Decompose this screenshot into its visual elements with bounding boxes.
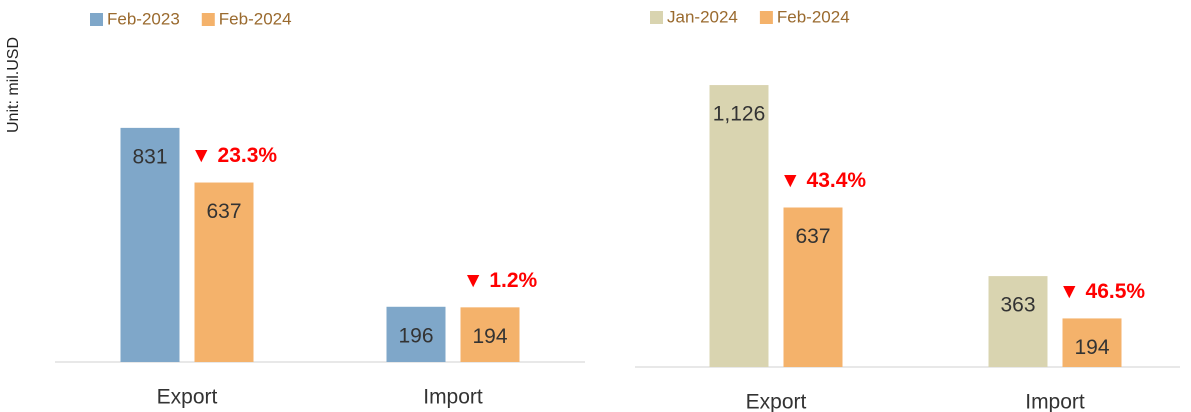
data-label: 194 bbox=[1074, 336, 1109, 359]
y-axis-label: Unit: mil.USD bbox=[5, 37, 22, 133]
x-tick-label: Import bbox=[1025, 391, 1085, 412]
bar bbox=[988, 276, 1048, 367]
annotation: ▼ 1.2% bbox=[463, 269, 538, 292]
legend-swatch bbox=[90, 13, 103, 26]
bar bbox=[783, 207, 843, 367]
data-label: 194 bbox=[472, 325, 507, 348]
data-label: 637 bbox=[206, 200, 241, 223]
bar bbox=[194, 182, 254, 362]
annotation: ▼ 23.3% bbox=[191, 144, 277, 167]
data-label: 363 bbox=[1000, 294, 1035, 317]
x-tick-label: Export bbox=[746, 391, 807, 412]
data-label: 196 bbox=[398, 324, 433, 347]
legend-label: Feb-2023 bbox=[107, 9, 180, 28]
legend-swatch bbox=[759, 11, 773, 24]
bar bbox=[460, 307, 520, 362]
legend-swatch bbox=[650, 11, 663, 24]
annotation: ▼ 43.4% bbox=[780, 169, 866, 192]
x-tick-label: Export bbox=[157, 386, 218, 409]
bar bbox=[1062, 318, 1122, 367]
data-label: 831 bbox=[132, 145, 167, 168]
annotation: ▼ 46.5% bbox=[1059, 280, 1145, 303]
bar bbox=[120, 127, 180, 362]
x-tick-label: Import bbox=[423, 386, 483, 409]
legend-swatch bbox=[201, 13, 215, 26]
data-label: 637 bbox=[795, 225, 830, 248]
legend-label: Jan-2024 bbox=[667, 7, 738, 26]
bar bbox=[386, 306, 446, 362]
data-label: 1,126 bbox=[713, 103, 766, 126]
legend-label: Feb-2024 bbox=[777, 7, 850, 26]
bar bbox=[709, 85, 769, 367]
legend-label: Feb-2024 bbox=[219, 9, 292, 28]
